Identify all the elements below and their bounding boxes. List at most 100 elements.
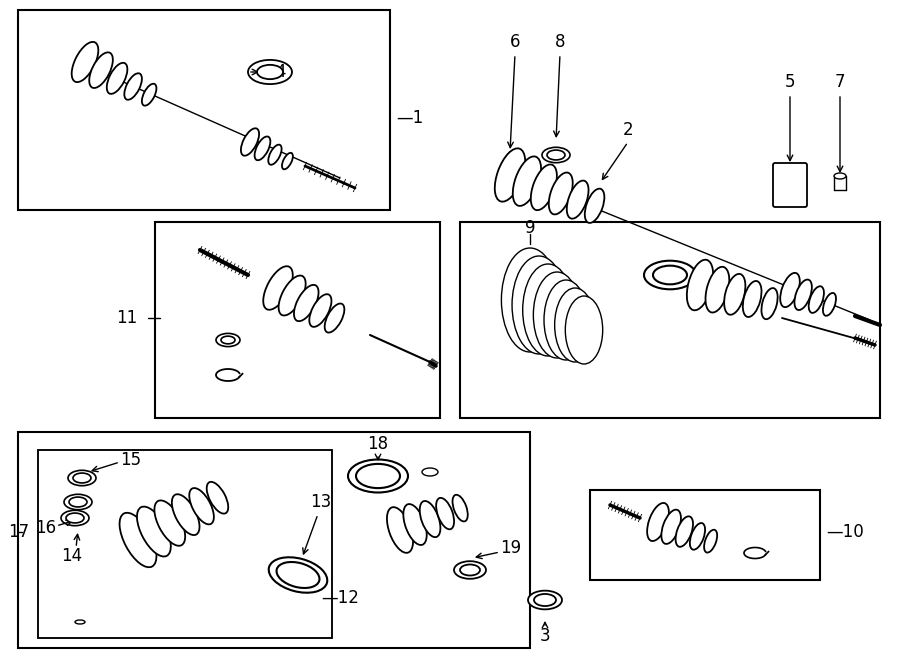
Bar <box>460 222 880 418</box>
Bar <box>18 432 530 648</box>
Ellipse shape <box>248 60 292 84</box>
Ellipse shape <box>704 529 717 553</box>
Ellipse shape <box>269 557 328 593</box>
Ellipse shape <box>436 498 454 529</box>
Ellipse shape <box>422 468 438 476</box>
Text: 13: 13 <box>310 493 331 511</box>
Ellipse shape <box>66 513 84 523</box>
Ellipse shape <box>142 84 157 106</box>
Ellipse shape <box>662 510 681 544</box>
Ellipse shape <box>64 494 92 510</box>
Ellipse shape <box>742 281 761 317</box>
Ellipse shape <box>676 516 693 547</box>
Ellipse shape <box>69 497 87 507</box>
Bar <box>155 222 440 418</box>
Ellipse shape <box>221 336 235 344</box>
Ellipse shape <box>567 180 589 219</box>
Ellipse shape <box>690 523 705 550</box>
Ellipse shape <box>268 145 282 165</box>
Ellipse shape <box>795 280 812 310</box>
Ellipse shape <box>687 260 713 310</box>
Ellipse shape <box>823 293 836 316</box>
Text: —1: —1 <box>396 109 423 127</box>
Text: 5: 5 <box>785 73 796 91</box>
Ellipse shape <box>263 266 293 310</box>
Text: 9: 9 <box>525 219 535 237</box>
Ellipse shape <box>207 482 229 514</box>
Ellipse shape <box>647 503 669 541</box>
Text: 15: 15 <box>120 451 141 469</box>
Ellipse shape <box>257 65 283 79</box>
Ellipse shape <box>501 248 559 352</box>
Ellipse shape <box>834 173 846 179</box>
Text: 11: 11 <box>116 309 137 327</box>
Text: —10: —10 <box>826 523 864 541</box>
Bar <box>18 10 390 210</box>
Ellipse shape <box>565 296 603 364</box>
Ellipse shape <box>554 288 596 362</box>
Ellipse shape <box>512 256 566 354</box>
Ellipse shape <box>724 274 745 315</box>
Bar <box>590 490 820 580</box>
Ellipse shape <box>73 473 91 483</box>
Ellipse shape <box>137 506 171 557</box>
Ellipse shape <box>547 150 565 160</box>
Ellipse shape <box>120 513 157 567</box>
Ellipse shape <box>585 188 605 223</box>
Ellipse shape <box>155 500 185 546</box>
Ellipse shape <box>523 264 573 356</box>
Ellipse shape <box>107 63 128 94</box>
Text: 18: 18 <box>367 435 389 453</box>
Text: 7: 7 <box>835 73 845 91</box>
Ellipse shape <box>809 286 824 313</box>
Ellipse shape <box>460 564 480 576</box>
Text: 14: 14 <box>61 547 83 565</box>
Text: 3: 3 <box>540 627 550 645</box>
FancyBboxPatch shape <box>773 163 807 207</box>
Ellipse shape <box>549 173 572 214</box>
Text: 4: 4 <box>275 63 285 81</box>
Ellipse shape <box>534 594 556 606</box>
Ellipse shape <box>453 495 468 522</box>
Text: 16: 16 <box>35 519 56 537</box>
Ellipse shape <box>454 561 486 579</box>
Ellipse shape <box>706 267 729 313</box>
Ellipse shape <box>780 273 800 307</box>
Ellipse shape <box>89 52 112 88</box>
Ellipse shape <box>761 288 778 319</box>
Ellipse shape <box>68 470 96 486</box>
Ellipse shape <box>544 280 588 360</box>
Ellipse shape <box>419 501 440 537</box>
Ellipse shape <box>387 507 413 553</box>
Ellipse shape <box>241 128 259 156</box>
Ellipse shape <box>216 333 240 346</box>
Text: 17: 17 <box>8 523 29 541</box>
Ellipse shape <box>189 488 214 524</box>
Text: 19: 19 <box>500 539 521 557</box>
Ellipse shape <box>325 303 345 332</box>
Ellipse shape <box>644 260 696 290</box>
Text: 2: 2 <box>623 121 634 139</box>
Ellipse shape <box>72 42 98 82</box>
Ellipse shape <box>310 294 331 327</box>
Ellipse shape <box>75 620 85 624</box>
Ellipse shape <box>172 494 200 535</box>
Ellipse shape <box>495 148 526 202</box>
Ellipse shape <box>531 165 557 210</box>
Ellipse shape <box>348 459 408 492</box>
Text: 8: 8 <box>554 33 565 51</box>
Text: 6: 6 <box>509 33 520 51</box>
Ellipse shape <box>534 272 580 358</box>
Ellipse shape <box>124 73 142 100</box>
Ellipse shape <box>403 504 427 545</box>
Ellipse shape <box>542 147 570 163</box>
Text: —12: —12 <box>321 589 359 607</box>
Ellipse shape <box>513 157 541 206</box>
Ellipse shape <box>653 266 687 284</box>
Ellipse shape <box>279 276 306 315</box>
Ellipse shape <box>282 153 292 169</box>
Ellipse shape <box>255 136 270 160</box>
Bar <box>38 450 332 638</box>
Ellipse shape <box>276 562 320 588</box>
Ellipse shape <box>356 464 400 488</box>
